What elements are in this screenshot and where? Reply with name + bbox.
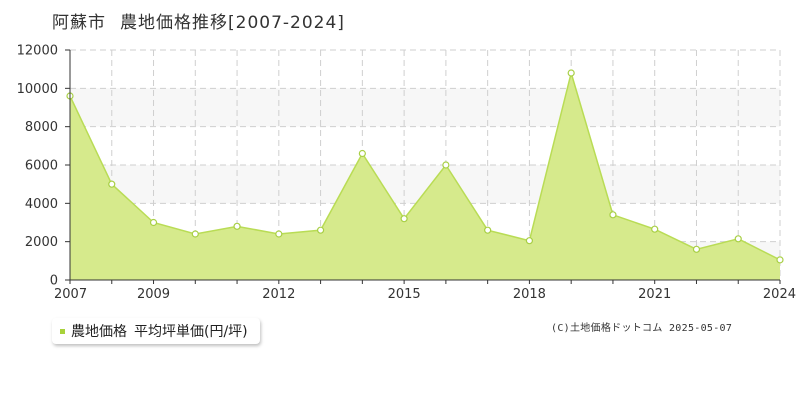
x-tick-label: 2009	[137, 287, 170, 302]
data-point	[316, 226, 325, 234]
x-tick-label: 2012	[262, 287, 295, 302]
series-group	[69, 70, 781, 280]
data-markers	[66, 69, 784, 264]
legend-series-label: 農地価格	[71, 324, 127, 340]
grid-band	[70, 88, 780, 127]
chart-title: 阿蘇市 農地価格推移[2007-2024]	[52, 8, 345, 33]
data-point	[567, 69, 575, 77]
data-point	[734, 235, 742, 243]
data-point	[442, 161, 450, 169]
city-name: 阿蘇市	[52, 13, 106, 33]
data-point	[692, 245, 701, 253]
y-tick-label: 0	[50, 274, 58, 289]
x-tick-label: 2015	[388, 287, 421, 302]
legend-swatch	[60, 328, 65, 334]
y-tick-label: 6000	[25, 159, 58, 174]
x-tick-label: 2018	[513, 287, 546, 302]
copyright-notice: (C)土地価格ドットコム 2025-05-07	[551, 323, 733, 334]
data-point	[525, 237, 534, 245]
data-point	[191, 230, 199, 238]
chart-subject: 農地価格推移[2007-2024]	[120, 13, 345, 33]
data-point	[108, 180, 116, 188]
data-point	[149, 218, 158, 227]
data-point	[484, 226, 492, 234]
x-tick-label: 2007	[54, 287, 87, 302]
x-tick-labels: 2007 2009 2012 2015 2018 2021 2024	[54, 280, 796, 302]
x-tick-label: 2021	[638, 287, 671, 302]
legend-measure-label: 平均坪単価(円/坪)	[134, 324, 248, 340]
x-tick-label: 2024	[763, 287, 796, 302]
y-tick-labels: 0 2000 4000 6000 8000 10000 12000	[17, 44, 70, 289]
data-point	[651, 225, 659, 233]
data-point	[609, 211, 617, 219]
y-tick-label: 8000	[25, 120, 58, 135]
data-point	[358, 149, 366, 158]
data-point	[233, 222, 241, 230]
data-point	[275, 230, 283, 238]
data-point	[400, 215, 408, 223]
series-line	[69, 70, 781, 261]
data-point	[776, 256, 784, 264]
y-tick-label: 12000	[17, 44, 58, 59]
y-tick-label: 10000	[17, 82, 58, 97]
y-tick-label: 2000	[25, 235, 58, 250]
y-tick-label: 4000	[25, 197, 58, 212]
legend: 農地価格 平均坪単価(円/坪)	[52, 318, 260, 344]
